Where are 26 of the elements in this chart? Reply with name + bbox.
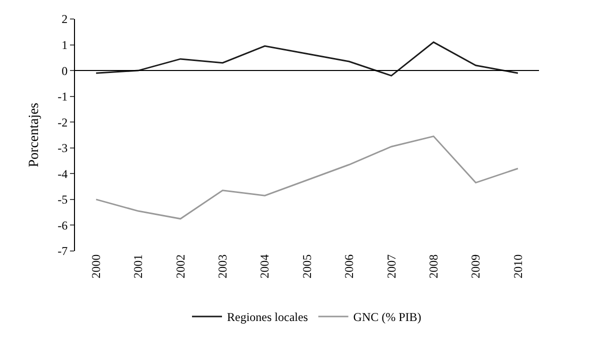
x-tick-label: 2002 bbox=[173, 254, 188, 278]
x-tick-label: 2009 bbox=[468, 254, 483, 278]
y-tick-label: -4 bbox=[58, 166, 68, 181]
x-tick-label: 2010 bbox=[510, 254, 525, 278]
x-tick-label: 2005 bbox=[300, 254, 314, 278]
y-tick-label: 2 bbox=[62, 12, 68, 26]
y-tick-label: -7 bbox=[58, 244, 68, 258]
x-tick-label: 2006 bbox=[342, 254, 356, 278]
x-tick-label: 2003 bbox=[216, 254, 230, 278]
legend-label: Regiones locales bbox=[227, 310, 308, 324]
x-tick-label: 2004 bbox=[258, 254, 272, 278]
y-tick-label: -2 bbox=[58, 115, 68, 130]
x-tick-label: 2008 bbox=[426, 254, 440, 278]
legend-label: GNC (% PIB) bbox=[353, 310, 422, 324]
line-series bbox=[95, 41, 519, 76]
y-tick-label: 1 bbox=[62, 38, 68, 52]
y-tick-label: -6 bbox=[58, 218, 68, 232]
x-tick-label: 2001 bbox=[131, 254, 146, 278]
y-tick-label: -3 bbox=[58, 141, 68, 156]
y-tick-label: -1 bbox=[58, 90, 68, 104]
line-series bbox=[95, 136, 519, 220]
x-tick-label: 2000 bbox=[88, 254, 103, 278]
y-tick-label: -5 bbox=[58, 192, 68, 207]
y-axis-title: Porcentajes bbox=[27, 102, 42, 168]
x-tick-label: 2007 bbox=[384, 254, 398, 278]
y-tick-label: 0 bbox=[62, 64, 68, 78]
